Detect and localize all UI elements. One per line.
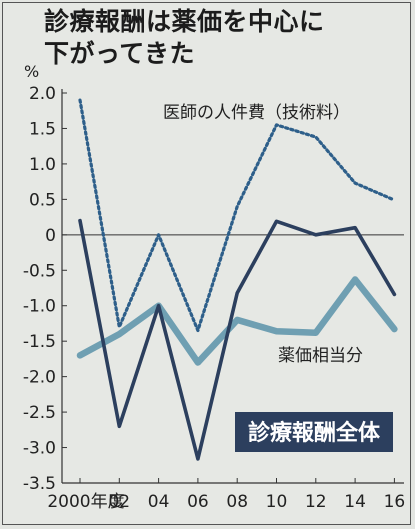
x-tick-label: 2000年度 (47, 492, 124, 512)
y-axis-unit: % (24, 62, 40, 81)
y-tick-label: -1.5 (23, 332, 56, 352)
x-tick-label: 02 (108, 492, 130, 512)
x-tick-label: 12 (305, 492, 327, 512)
chart-title: 診療報酬は薬価を中心に 下がってきた (44, 6, 325, 70)
series-line-0 (78, 98, 396, 333)
x-tick-label: 08 (226, 492, 248, 512)
x-tick-label: 10 (266, 492, 288, 512)
series-label-drug-price: 薬価相当分 (278, 346, 363, 366)
chart-title-line1: 診療報酬は薬価を中心に (44, 7, 325, 36)
y-tick-label: -2.0 (23, 368, 56, 388)
series-label-overall: 診療報酬全体 (248, 420, 381, 446)
y-tick-label: 2.0 (29, 84, 56, 104)
y-tick-label: -2.5 (23, 403, 56, 423)
y-tick-label: -3.5 (23, 474, 56, 494)
chart-title-line2: 下がってきた (44, 39, 196, 68)
series-lines (76, 98, 398, 461)
x-tick-label: 04 (148, 492, 170, 512)
x-tick-label: 06 (187, 492, 209, 512)
series-line-1 (76, 276, 398, 366)
y-tick-label: 1.0 (29, 155, 56, 175)
series-line-2 (78, 218, 397, 461)
y-tick-label: 0 (45, 226, 56, 246)
y-tick-label: 0.5 (29, 190, 56, 210)
x-tick-label: 16 (384, 492, 406, 512)
y-tick-label: -1.0 (23, 297, 56, 317)
series-label-technical-fee: 医師の人件費（技術料） (163, 103, 350, 123)
y-tick-label: -0.5 (23, 261, 56, 281)
y-tick-label: -3.0 (23, 439, 56, 459)
overall-label-bg (235, 412, 393, 452)
axes: 2.0 1.5 1.0 0.5 0 -0.5 -1.0 -1.5 -2.0 -2.5 -3.0 -3.… (23, 84, 405, 512)
x-tick-label: 14 (344, 492, 366, 512)
y-tick-label: 1.5 (29, 119, 56, 139)
series-label-overall-box: 診療報酬全体 (235, 412, 393, 452)
